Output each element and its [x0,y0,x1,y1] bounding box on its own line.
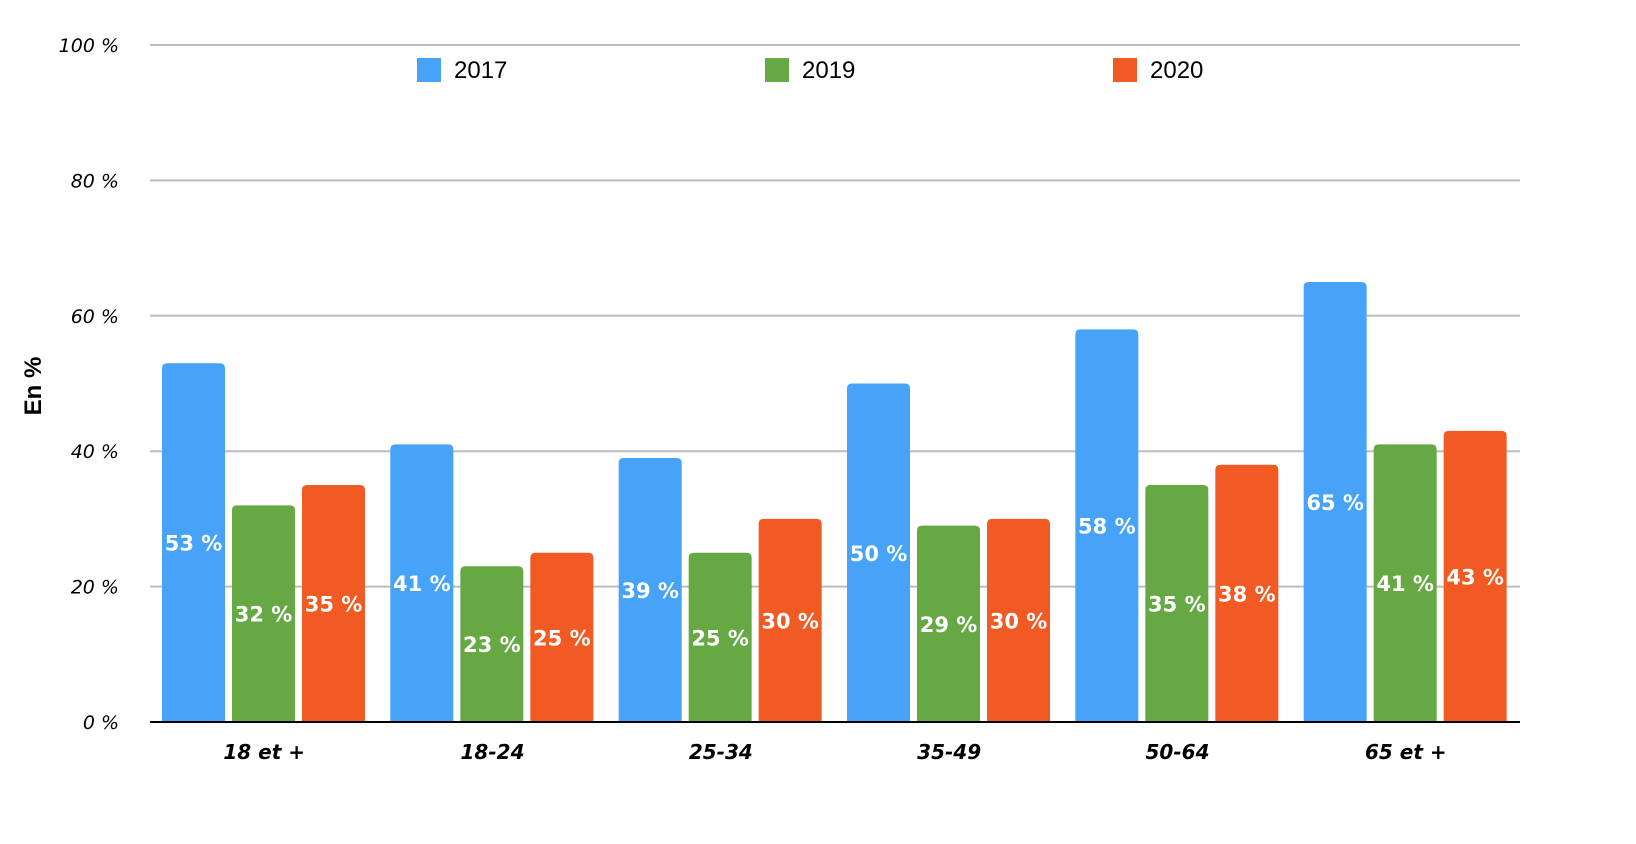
y-axis-label: En % [20,357,47,416]
legend-label: 2017 [454,57,507,84]
bar-2020-5 [1443,430,1507,722]
y-tick-label: 100 % [59,35,119,57]
data-label: 35 % [305,593,363,617]
bar-2017-3 [847,383,910,722]
bar-2019-4 [1145,485,1209,722]
data-label: 41 % [1376,572,1434,596]
bar-2020-1 [530,552,594,722]
y-tick-label: 40 % [71,441,119,463]
data-label: 23 % [463,633,521,657]
data-label: 50 % [850,542,908,566]
y-tick-label: 0 % [83,712,119,734]
gridlines [150,44,1520,588]
bar-2019-5 [1373,444,1437,722]
bar-2017-5 [1303,281,1367,722]
bar-2017-4 [1075,329,1139,722]
x-axis-categories: 18 et + 18-24 25-34 35-49 50-64 65 et + [223,740,1446,764]
legend-label: 2020 [1150,57,1203,84]
bar-2020-2 [758,518,822,722]
legend: 2017 2019 2020 [417,57,1203,84]
y-axis-ticks: 0 % 20 % 40 % 60 % 80 % 100 % [59,35,119,734]
legend-swatch-2020 [1113,58,1137,82]
bar-2020-4 [1215,464,1279,722]
bar-2017-2 [618,457,682,722]
data-label: 29 % [920,613,978,637]
x-category-label: 50-64 [1146,740,1210,764]
bar-2017-0 [162,363,225,722]
data-label: 32 % [235,603,293,627]
data-label: 41 % [393,572,451,596]
bar-2019-1 [460,566,524,722]
x-category-label: 18-24 [461,740,525,764]
x-category-label: 35-49 [917,740,981,764]
bars: 53 % 41 % 39 % 50 % 58 % 65 % 32 % 23 % 25 % 29 %… [162,281,1507,722]
data-label: 65 % [1306,491,1364,515]
bar-2020-3 [987,518,1050,722]
bar-2017-1 [390,444,454,722]
data-label: 53 % [165,532,223,556]
x-category-label: 65 et + [1365,740,1447,764]
data-label: 35 % [1148,593,1206,617]
legend-swatch-2017 [417,58,441,82]
data-label: 25 % [691,626,749,650]
x-category-label: 18 et + [223,740,305,764]
data-label: 39 % [621,579,679,603]
data-label: 25 % [533,626,591,650]
x-category-label: 25-34 [689,740,753,764]
legend-label: 2019 [802,57,855,84]
data-label: 30 % [761,609,819,633]
y-tick-label: 60 % [71,306,119,328]
data-label: 58 % [1078,515,1136,539]
data-label: 38 % [1218,582,1276,606]
bar-2019-0 [232,505,295,722]
y-tick-label: 80 % [71,170,119,192]
legend-swatch-2019 [765,58,789,82]
y-tick-label: 20 % [71,577,119,599]
bar-2020-0 [302,485,365,722]
data-label: 43 % [1446,565,1504,589]
bar-2019-2 [688,552,752,722]
data-label: 30 % [990,609,1048,633]
bar-2019-3 [917,525,980,722]
